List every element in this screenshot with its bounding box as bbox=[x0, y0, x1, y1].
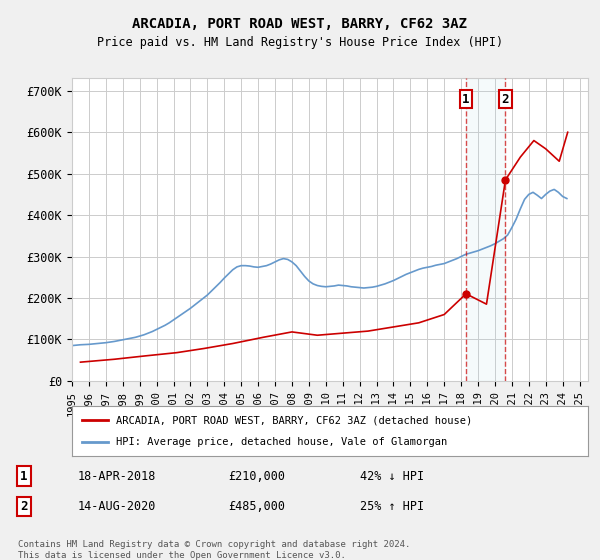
Text: £210,000: £210,000 bbox=[228, 469, 285, 483]
Text: Contains HM Land Registry data © Crown copyright and database right 2024.
This d: Contains HM Land Registry data © Crown c… bbox=[18, 540, 410, 560]
Text: 25% ↑ HPI: 25% ↑ HPI bbox=[360, 500, 424, 513]
Text: 1: 1 bbox=[462, 92, 470, 106]
Bar bbox=[466, 78, 505, 381]
Text: Price paid vs. HM Land Registry's House Price Index (HPI): Price paid vs. HM Land Registry's House … bbox=[97, 36, 503, 49]
Text: £485,000: £485,000 bbox=[228, 500, 285, 513]
Text: 2: 2 bbox=[502, 92, 509, 106]
Text: 2: 2 bbox=[20, 500, 28, 513]
Text: ARCADIA, PORT ROAD WEST, BARRY, CF62 3AZ: ARCADIA, PORT ROAD WEST, BARRY, CF62 3AZ bbox=[133, 17, 467, 31]
Text: 1: 1 bbox=[20, 469, 28, 483]
Text: 42% ↓ HPI: 42% ↓ HPI bbox=[360, 469, 424, 483]
Text: 18-APR-2018: 18-APR-2018 bbox=[78, 469, 157, 483]
Text: HPI: Average price, detached house, Vale of Glamorgan: HPI: Average price, detached house, Vale… bbox=[116, 437, 447, 447]
Text: ARCADIA, PORT ROAD WEST, BARRY, CF62 3AZ (detached house): ARCADIA, PORT ROAD WEST, BARRY, CF62 3AZ… bbox=[116, 415, 472, 425]
Text: 14-AUG-2020: 14-AUG-2020 bbox=[78, 500, 157, 513]
